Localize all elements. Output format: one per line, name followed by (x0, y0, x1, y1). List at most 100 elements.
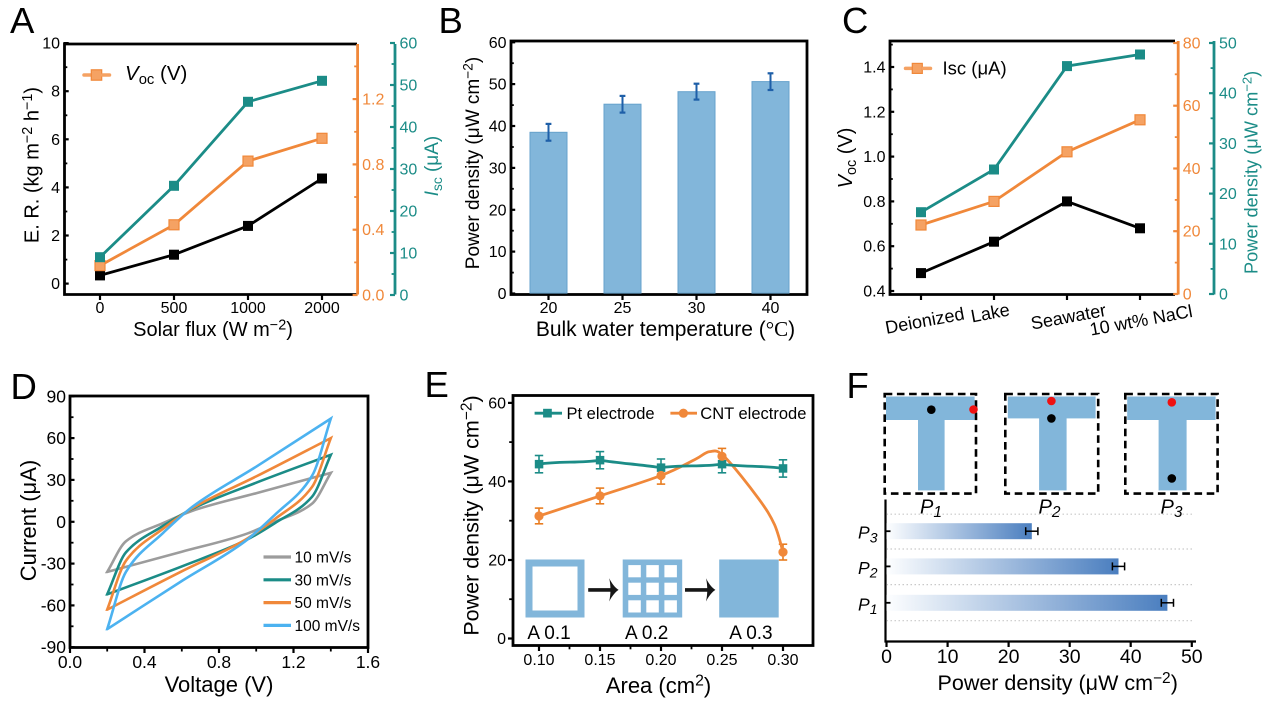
svg-text:20: 20 (1219, 186, 1237, 203)
svg-text:30: 30 (688, 300, 706, 317)
svg-text:D: D (11, 366, 37, 407)
svg-text:1.2: 1.2 (362, 92, 384, 109)
svg-text:30: 30 (1219, 136, 1237, 153)
svg-text:0: 0 (881, 646, 892, 668)
svg-text:50: 50 (489, 77, 507, 94)
svg-text:40: 40 (489, 119, 507, 136)
svg-text:40: 40 (762, 300, 780, 317)
svg-text:0.30: 0.30 (767, 652, 798, 669)
svg-text:50: 50 (1219, 36, 1237, 53)
svg-text:500: 500 (161, 300, 188, 317)
svg-text:10: 10 (489, 244, 507, 261)
svg-text:0: 0 (497, 631, 506, 648)
svg-text:10: 10 (937, 646, 959, 668)
svg-text:20: 20 (540, 300, 558, 317)
svg-text:30: 30 (47, 470, 67, 490)
svg-text:40: 40 (1219, 86, 1237, 103)
svg-text:A 0.1: A 0.1 (527, 623, 570, 644)
svg-text:0.4: 0.4 (132, 652, 157, 672)
svg-text:C: C (842, 0, 868, 41)
svg-text:0.0: 0.0 (362, 288, 384, 305)
svg-text:1.0: 1.0 (863, 149, 885, 166)
svg-text:60: 60 (400, 36, 418, 53)
svg-text:0.10: 0.10 (523, 652, 554, 669)
svg-text:Current (μA): Current (μA) (16, 460, 41, 581)
svg-text:20: 20 (998, 646, 1020, 668)
svg-text:0.15: 0.15 (584, 652, 615, 669)
svg-text:0.4: 0.4 (362, 222, 384, 239)
svg-text:Power density (μW cm−2​): Power density (μW cm−2​) (461, 57, 484, 269)
svg-text:0.8: 0.8 (863, 194, 885, 211)
svg-text:30: 30 (1059, 646, 1081, 668)
svg-text:0: 0 (51, 276, 60, 293)
svg-text:Voc​ (V): Voc​ (V) (835, 128, 860, 189)
svg-text:40: 40 (400, 120, 418, 137)
svg-text:0: 0 (96, 300, 105, 317)
svg-text:30 mV/s: 30 mV/s (295, 572, 352, 589)
svg-text:Area (cm2​): Area (cm2​) (606, 673, 711, 698)
svg-text:1.2: 1.2 (281, 652, 305, 672)
svg-text:E. R. (kg m−2​ h−1​): E. R. (kg m−2​ h−1​) (20, 87, 44, 243)
svg-text:Bulk water temperature (°C): Bulk water temperature (°C) (536, 317, 795, 341)
svg-text:40: 40 (1120, 646, 1142, 668)
svg-text:4: 4 (51, 180, 60, 197)
svg-text:20: 20 (400, 204, 418, 221)
svg-text:0.20: 0.20 (645, 652, 676, 669)
svg-text:P1: P1 (920, 497, 942, 522)
svg-text:0.6: 0.6 (863, 239, 885, 256)
svg-text:1000: 1000 (230, 300, 266, 317)
svg-text:A: A (10, 0, 35, 41)
svg-text:2000: 2000 (304, 300, 340, 317)
svg-text:Pt electrode: Pt electrode (567, 405, 655, 423)
svg-text:60: 60 (488, 395, 506, 412)
svg-text:Isc (μA): Isc (μA) (943, 58, 1007, 79)
svg-text:Power density (μW cm−2​): Power density (μW cm−2​) (1240, 71, 1262, 274)
svg-text:B: B (439, 0, 463, 41)
svg-text:P1: P1 (858, 594, 877, 617)
svg-text:0.4: 0.4 (863, 284, 885, 301)
svg-text:60: 60 (489, 35, 507, 52)
svg-text:6: 6 (51, 132, 60, 149)
svg-text:8: 8 (51, 84, 60, 101)
svg-text:50: 50 (400, 78, 418, 95)
svg-text:Voltage (V): Voltage (V) (165, 672, 274, 697)
svg-text:40: 40 (488, 474, 506, 491)
svg-text:10: 10 (1219, 236, 1237, 253)
svg-text:0: 0 (1219, 287, 1228, 304)
svg-text:1.2: 1.2 (863, 104, 885, 121)
svg-text:P2: P2 (858, 558, 878, 581)
svg-text:0.8: 0.8 (207, 652, 231, 672)
svg-text:Solar flux (W m−2​): Solar flux (W m−2​) (133, 317, 293, 341)
svg-text:20: 20 (1183, 224, 1201, 241)
svg-text:20: 20 (488, 553, 506, 570)
svg-text:20: 20 (489, 202, 507, 219)
svg-text:-30: -30 (41, 554, 67, 574)
svg-text:0: 0 (400, 288, 409, 305)
svg-text:40: 40 (1183, 161, 1201, 178)
svg-text:Power density (μW cm−2​): Power density (μW cm−2​) (458, 395, 483, 635)
svg-text:10: 10 (42, 36, 60, 53)
svg-text:P2: P2 (1039, 497, 1061, 522)
svg-text:60: 60 (47, 428, 67, 448)
svg-text:A 0.3: A 0.3 (729, 623, 772, 644)
svg-text:1.4: 1.4 (863, 60, 885, 77)
svg-text:90: 90 (47, 386, 67, 406)
svg-text:P3: P3 (858, 523, 878, 546)
svg-text:50: 50 (1181, 646, 1203, 668)
svg-text:2: 2 (51, 228, 60, 245)
svg-text:10: 10 (400, 246, 418, 263)
svg-text:10 mV/s: 10 mV/s (295, 550, 352, 567)
svg-text:0.25: 0.25 (706, 652, 737, 669)
svg-text:30: 30 (489, 160, 507, 177)
svg-text:25: 25 (614, 300, 632, 317)
svg-text:-90: -90 (41, 637, 67, 657)
svg-text:-60: -60 (41, 595, 67, 615)
svg-text:E: E (425, 364, 449, 405)
svg-text:0.0: 0.0 (58, 652, 83, 672)
svg-text:Power density (μW cm−2​): Power density (μW cm−2​) (938, 670, 1178, 695)
svg-text:0: 0 (1183, 287, 1192, 304)
svg-text:0: 0 (498, 286, 507, 303)
svg-text:Voc​ (V): Voc​ (V) (125, 62, 187, 88)
svg-text:P3: P3 (1161, 497, 1183, 522)
svg-text:80: 80 (1183, 36, 1201, 53)
